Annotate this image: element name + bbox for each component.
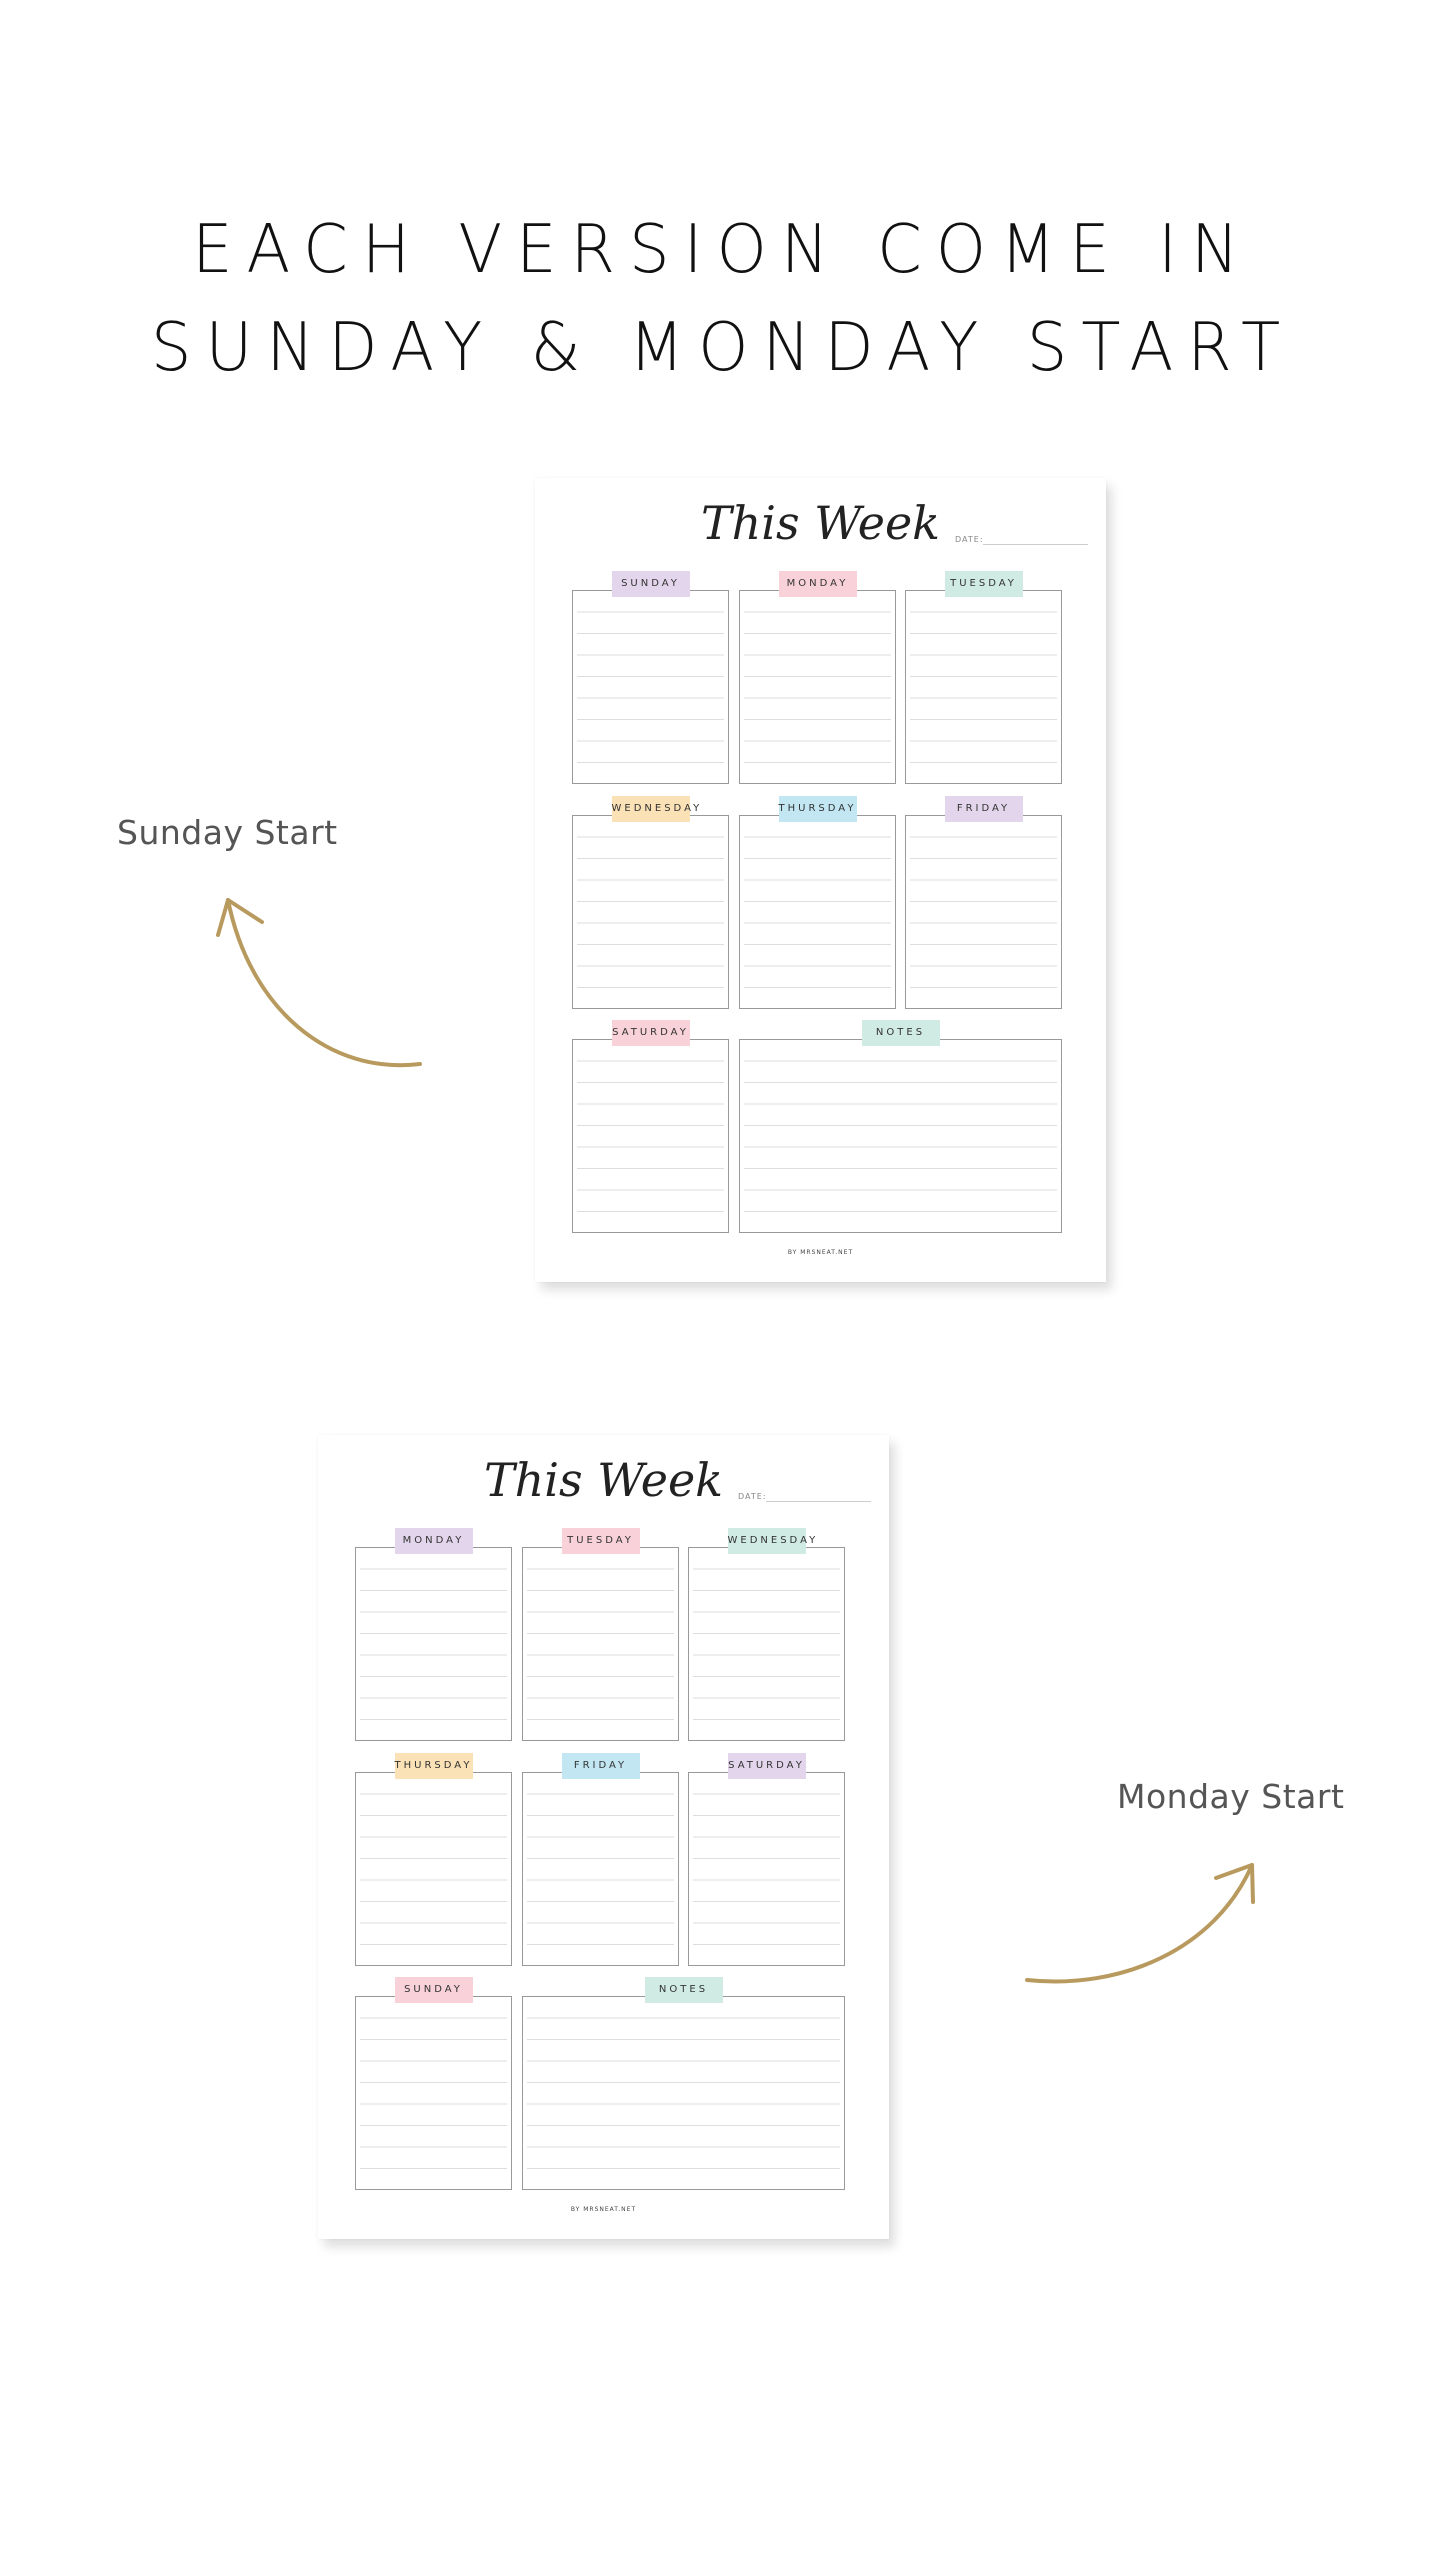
day-box: FRIDAY <box>522 1753 679 1966</box>
day-tab: FRIDAY <box>561 1753 640 1779</box>
day-tab: NOTES <box>861 1020 940 1046</box>
day-box: THURSDAY <box>739 796 896 1009</box>
planner-sunday-start: This Week DATE: SUNDAY MONDAY TUESDAY WEDNESD… <box>535 478 1106 1282</box>
day-box: MONDAY <box>355 1528 512 1741</box>
day-tab: TUESDAY <box>561 1528 640 1554</box>
day-tab: FRIDAY <box>944 796 1023 822</box>
headline-line-1: EACH VERSION COME IN <box>192 211 1253 289</box>
day-tab: WEDNESDAY <box>727 1528 815 1554</box>
day-tab: SATURDAY <box>611 1020 690 1046</box>
curved-arrow-icon <box>216 898 422 1068</box>
date-line <box>983 544 1088 545</box>
day-tab: THURSDAY <box>778 796 857 822</box>
day-tab: SUNDAY <box>394 1977 473 2003</box>
footer-brand: BY MRSNEAT.NET <box>787 1249 854 1256</box>
day-box: MONDAY <box>739 571 896 784</box>
day-box: TUESDAY <box>905 571 1062 784</box>
day-tab: THURSDAY <box>394 1753 473 1779</box>
footer-brand: BY MRSNEAT.NET <box>570 2206 637 2213</box>
day-tab: SUNDAY <box>611 571 690 597</box>
date-label: DATE: <box>955 535 984 544</box>
day-box: FRIDAY <box>905 796 1062 1009</box>
day-box: SATURDAY <box>688 1753 845 1966</box>
planner-title: This Week <box>483 1453 724 1507</box>
day-box: THURSDAY <box>355 1753 512 1966</box>
planner-title: This Week <box>700 496 941 550</box>
date-label: DATE: <box>738 1492 767 1501</box>
planner-monday-start: This Week DATE: MONDAY TUESDAY WEDNESDAY THUR… <box>318 1435 889 2239</box>
sunday-start-label: Sunday Start <box>117 813 338 852</box>
day-box: WEDNESDAY <box>688 1528 845 1741</box>
day-tab: TUESDAY <box>944 571 1023 597</box>
curved-arrow-icon <box>1025 1863 1255 1984</box>
day-box: WEDNESDAY <box>572 796 729 1009</box>
day-tab: MONDAY <box>394 1528 473 1554</box>
day-box: TUESDAY <box>522 1528 679 1741</box>
monday-start-label: Monday Start <box>1117 1777 1345 1816</box>
day-tab: MONDAY <box>778 571 857 597</box>
day-box: SUNDAY <box>572 571 729 784</box>
day-tab: SATURDAY <box>727 1753 806 1779</box>
day-tab: WEDNESDAY <box>611 796 699 822</box>
date-line <box>766 1501 871 1502</box>
day-box: SUNDAY <box>355 1977 512 2190</box>
day-box: SATURDAY <box>572 1020 729 1233</box>
headline-line-2: SUNDAY & MONDAY START <box>150 309 1295 387</box>
day-tab: NOTES <box>644 1977 723 2003</box>
notes-box: NOTES <box>522 1977 845 2190</box>
notes-box: NOTES <box>739 1020 1062 1233</box>
